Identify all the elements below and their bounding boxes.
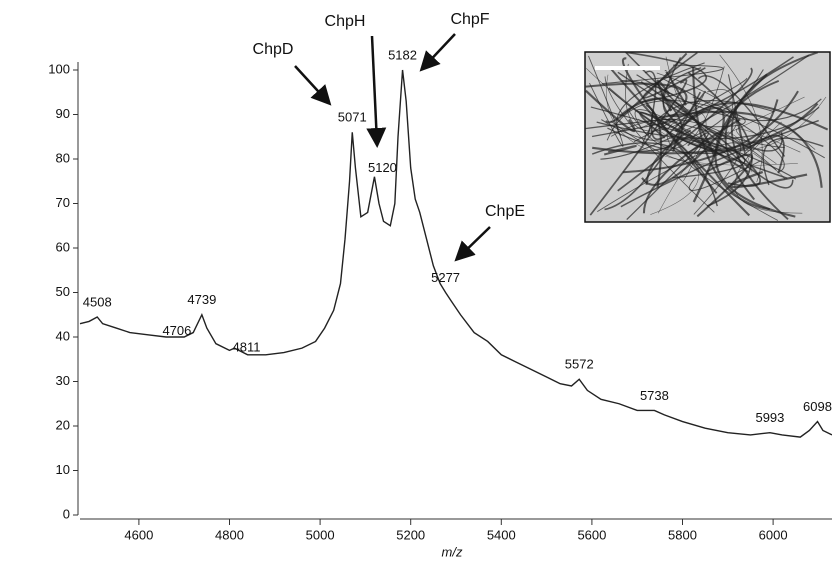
y-tick-label: 30	[56, 373, 70, 388]
fiber	[603, 145, 637, 156]
fiber	[642, 118, 741, 214]
y-tick-label: 40	[56, 328, 70, 343]
peak-label: 5738	[640, 388, 669, 403]
x-tick-label: 4800	[215, 527, 244, 542]
fiber	[672, 139, 746, 179]
fiber	[656, 72, 737, 140]
fiber	[585, 82, 688, 126]
inset-fibers	[584, 51, 829, 221]
x-tick-label: 5400	[487, 527, 516, 542]
y-tick-label: 50	[56, 284, 70, 299]
y-tick-label: 80	[56, 150, 70, 165]
fiber	[617, 71, 783, 152]
fiber	[663, 78, 785, 173]
fiber	[588, 55, 624, 147]
fiber	[657, 132, 753, 214]
annotation-arrow	[366, 35, 387, 148]
y-tick-label: 70	[56, 195, 70, 210]
peak-label: 4706	[162, 323, 191, 338]
y-tick-label: 60	[56, 239, 70, 254]
fiber	[730, 170, 808, 189]
x-tick-label: 4600	[124, 527, 153, 542]
peak-label: 5993	[755, 410, 784, 425]
fiber	[727, 74, 746, 156]
x-tick-label: 5000	[306, 527, 335, 542]
x-axis-label: m/z	[442, 544, 463, 559]
fiber	[617, 67, 753, 192]
peak-label: 5572	[565, 357, 594, 372]
y-tick-label: 20	[56, 417, 70, 432]
peak-label: 4508	[83, 294, 112, 309]
peak-label: 5277	[431, 270, 460, 285]
fiber	[611, 119, 777, 171]
annotation: ChpH	[325, 13, 366, 30]
y-tick-label: 0	[63, 506, 70, 521]
fiber	[661, 67, 724, 157]
fiber	[731, 51, 819, 221]
peak-label: 5182	[388, 47, 417, 62]
peak-label: 5071	[338, 110, 367, 125]
fiber	[645, 104, 663, 188]
x-tick-label: 5600	[577, 527, 606, 542]
fiber	[645, 129, 692, 185]
fiber	[625, 63, 705, 132]
spectrum-line	[79, 69, 832, 438]
fiber	[608, 87, 779, 152]
fiber	[666, 115, 779, 221]
annotation-arrow	[419, 33, 456, 72]
y-tick-label: 10	[56, 462, 70, 477]
y-tick-label: 100	[48, 61, 70, 76]
fiber	[658, 110, 823, 188]
fiber	[662, 56, 794, 118]
peak-label: 6098	[803, 399, 832, 414]
fiber	[762, 137, 824, 186]
fiber	[745, 134, 785, 174]
fiber	[633, 77, 747, 143]
fiber	[620, 119, 819, 208]
fiber	[585, 89, 636, 133]
peak-label: 4739	[187, 292, 216, 307]
fiber	[636, 110, 785, 148]
fiber	[606, 74, 798, 166]
annotation: ChpE	[485, 203, 525, 220]
fiber	[692, 66, 770, 211]
x-tick-label: 5200	[396, 527, 425, 542]
annotation: ChpF	[450, 11, 489, 28]
x-tick-label: 5800	[668, 527, 697, 542]
fiber	[696, 153, 754, 218]
y-tick-label: 90	[56, 106, 70, 121]
annotation-arrow	[454, 226, 491, 262]
fiber	[719, 54, 763, 183]
fiber	[607, 127, 726, 155]
fiber	[688, 160, 761, 191]
annotation-arrow	[294, 65, 332, 106]
peak-label: 5120	[368, 160, 397, 175]
fiber	[634, 109, 742, 164]
peak-label: 4811	[232, 340, 260, 355]
fiber	[601, 64, 724, 85]
annotation: ChpD	[253, 41, 294, 58]
x-tick-label: 6000	[759, 527, 788, 542]
